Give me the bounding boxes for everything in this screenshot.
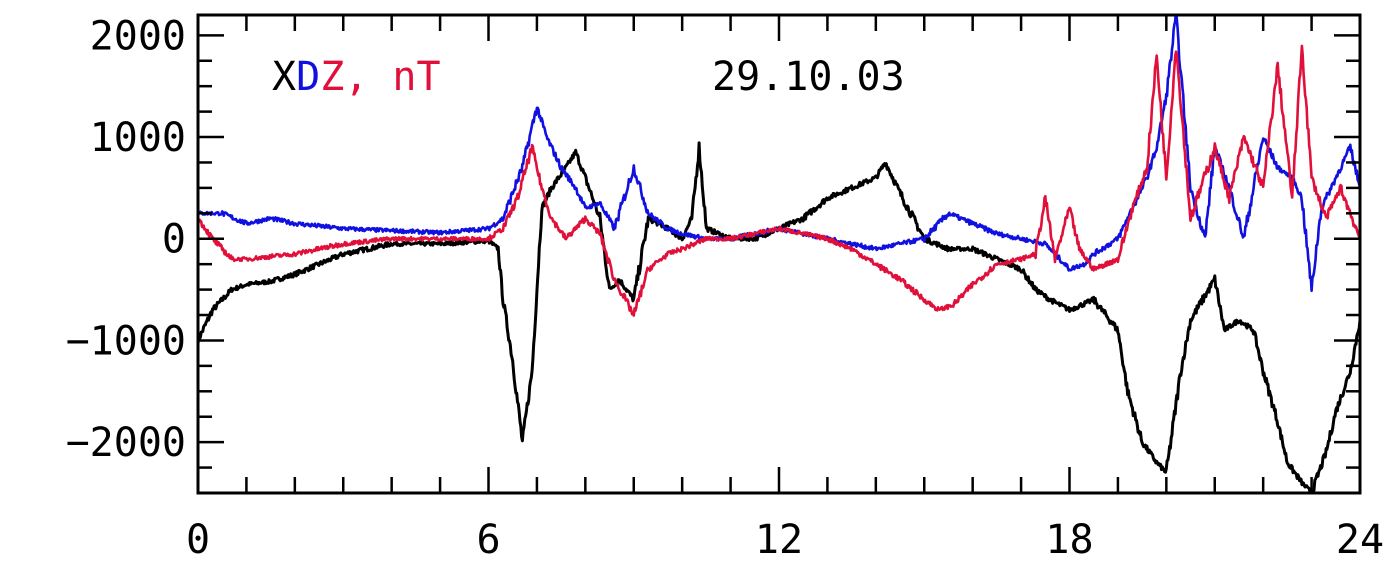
y-tick-label: −2000 (66, 420, 186, 466)
x-tick-label: 6 (476, 517, 500, 562)
x-tick-label: 0 (186, 517, 210, 562)
legend-part-0: X (272, 54, 296, 100)
series-line-0 (198, 141, 1360, 493)
y-tick-label: 0 (162, 217, 186, 263)
chart-title: 29.10.03 (712, 54, 905, 100)
series-line-2 (198, 44, 1360, 317)
y-tick-label: 2000 (90, 13, 186, 59)
x-tick-label: 18 (1045, 517, 1093, 562)
ticks-layer (196, 15, 1362, 495)
legend-label: XDZ, nT (272, 54, 441, 100)
x-tick-label: 24 (1336, 517, 1384, 562)
legend-part-1: D (296, 54, 320, 100)
y-tick-label: −1000 (66, 318, 186, 364)
y-tick-label: 1000 (90, 115, 186, 161)
series-layer (198, 15, 1360, 493)
labels-layer: 0 6 12 18 24 2000 1000 0 −1000 −2000 (66, 13, 1385, 562)
legend-part-2: Z, nT (320, 54, 440, 100)
x-tick-label: 12 (755, 517, 803, 562)
